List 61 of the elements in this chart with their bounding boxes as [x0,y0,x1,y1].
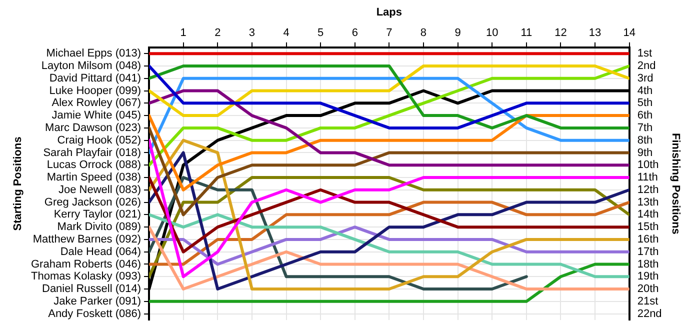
x-tick-label: 14 [623,26,636,39]
category-label: Craig Hook (052) [57,134,142,146]
category-label: Marc Dawson (023) [45,122,142,134]
y2-tick-label: 12th [637,184,659,196]
category-label: Dale Head (064) [60,246,142,258]
y2-tick-label: 11th [637,172,658,184]
category-label: Lucas Orrock (088) [46,159,142,172]
x-axis-title: Laps [376,6,402,19]
y2-tick-label: 16th [637,233,659,246]
category-label: Sarah Playfair (018) [43,146,142,159]
y2-tick-label: 9th [637,146,653,159]
y2-tick-label: 8th [637,134,653,146]
category-label: Jake Parker (091) [54,295,142,308]
x-tick-label: 12 [554,26,567,39]
y2-tick-label: 2nd [637,60,656,72]
y2-tick-label: 4th [637,84,653,97]
category-label: Alex Rowley (067) [52,97,142,110]
y2-tick-label: 19th [637,270,659,283]
y2-axis-title: Finishing Positions [669,132,682,234]
category-label: Martin Speed (038) [46,172,142,184]
category-label: Daniel Russell (014) [42,283,142,296]
category-label: Michael Epps (013) [46,48,142,60]
y2-tick-label: 6th [637,110,653,122]
text: Starting Positions [12,136,24,231]
category-label: Luke Hooper (099) [49,84,142,97]
y2-tick-label: 15th [637,221,659,234]
category-label: Andy Foskett (086) [48,308,142,320]
x-tick-label: 1 [180,26,186,39]
x-tick-label: 5 [318,26,324,39]
category-label: Kerry Taylor (021) [54,208,142,221]
y2-tick-label: 14th [637,208,659,221]
category-label: Mark Divito (089) [57,221,142,234]
category-label: Layton Milsom (048) [41,60,142,72]
y2-tick-label: 20th [637,283,659,296]
category-label: Greg Jackson (026) [44,196,142,208]
x-tick-label: 6 [352,26,358,39]
x-tick-label: 3 [248,26,256,39]
category-label: Jamie White (045) [52,110,142,122]
x-tick-label: 8 [420,26,427,39]
y2-tick-label: 5th [637,97,653,110]
x-tick-label: 2 [214,26,221,39]
x-tick-label: 11 [520,26,532,39]
x-tick-label: 4 [283,26,290,39]
y2-tick-label: 10th [637,159,659,172]
x-tick-label: 7 [386,26,392,39]
x-tick-label: 10 [486,26,498,39]
y2-tick-label: 13th [637,196,659,208]
category-label: Matthew Barnes (092) [32,233,142,246]
x-tick-label: 9 [454,26,461,39]
y2-tick-label: 18th [637,258,659,270]
category-label: Graham Roberts (046) [30,258,142,270]
category-label: Joe Newell (083) [58,184,142,196]
y2-tick-label: 22nd [637,308,662,320]
y2-tick-label: 3rd [637,72,654,84]
y2-tick-label: 21st [637,295,658,308]
y2-tick-label: 1st [637,48,652,60]
y2-tick-label: 17th [637,246,659,258]
y2-tick-label: 7th [637,122,653,134]
category-label: Thomas Kolasky (093) [30,270,142,283]
x-tick-label: 13 [588,26,602,39]
category-label: David Pittard (041) [49,72,142,84]
